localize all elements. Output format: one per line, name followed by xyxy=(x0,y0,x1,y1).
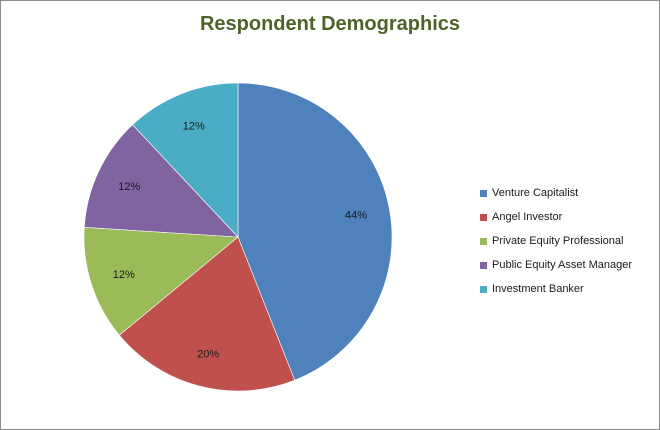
chart-title: Respondent Demographics xyxy=(199,13,461,35)
pie-slice-investment-banker xyxy=(132,82,239,238)
pie-slice-private-equity-professional xyxy=(83,227,239,336)
legend-swatch xyxy=(480,213,487,221)
legend-swatch xyxy=(480,237,487,245)
pie-slice-venture-capitalist xyxy=(237,82,393,381)
legend-item: Private Equity Professional xyxy=(480,229,632,253)
legend-item: Venture Capitalist xyxy=(480,181,632,205)
data-label-investment-banker: 12% xyxy=(183,120,205,132)
legend-label: Angel Investor xyxy=(492,211,563,223)
legend-swatch xyxy=(480,261,487,269)
data-label-public-equity-asset-manager: 12% xyxy=(118,181,140,193)
legend-item: Public Equity Asset Manager xyxy=(480,253,632,277)
legend-label: Investment Banker xyxy=(492,283,584,295)
legend-item: Investment Banker xyxy=(480,277,632,301)
pie-slice-angel-investor xyxy=(118,236,296,392)
legend-label: Venture Capitalist xyxy=(492,187,579,199)
legend-label: Private Equity Professional xyxy=(492,235,624,247)
pie-slice-public-equity-asset-manager xyxy=(83,124,239,238)
legend-label: Public Equity Asset Manager xyxy=(492,259,633,271)
legend-swatch xyxy=(480,285,487,293)
legend-item: Angel Investor xyxy=(480,205,632,229)
legend-swatch xyxy=(480,189,487,197)
data-label-angel-investor: 20% xyxy=(197,348,219,360)
data-label-private-equity-professional: 12% xyxy=(113,269,135,281)
data-label-venture-capitalist: 44% xyxy=(345,209,367,221)
legend: Venture Capitalist Angel Investor Private … xyxy=(480,181,632,301)
